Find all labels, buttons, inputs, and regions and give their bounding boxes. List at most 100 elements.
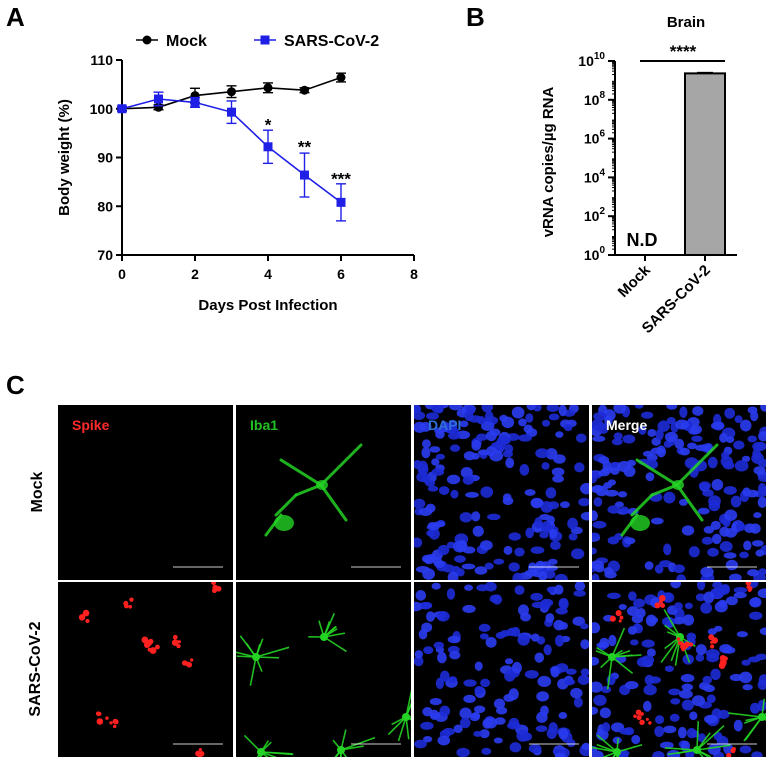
microglia-process bbox=[260, 740, 270, 753]
nucleus bbox=[479, 729, 490, 739]
spike-puncta bbox=[105, 716, 109, 720]
spike-puncta bbox=[710, 640, 714, 644]
body-weight-chart: 70 80 90 100 110 0 2 4 6 8 Days Post Infection Body… bbox=[56, 33, 418, 314]
nucleus bbox=[418, 629, 428, 640]
microglia-process bbox=[611, 650, 631, 658]
nucleus bbox=[592, 470, 603, 478]
nucleus bbox=[613, 405, 627, 414]
nucleus bbox=[592, 418, 604, 431]
nucleus bbox=[476, 584, 489, 592]
spike-puncta bbox=[172, 634, 178, 640]
microglia-process bbox=[405, 716, 410, 740]
nucleus bbox=[702, 675, 712, 684]
microglia-process bbox=[260, 741, 272, 753]
spike-puncta bbox=[722, 656, 728, 662]
nucleus bbox=[752, 448, 761, 460]
nucleus bbox=[580, 623, 589, 630]
nucleus bbox=[516, 729, 530, 742]
nucleus bbox=[645, 614, 657, 627]
spike-puncta bbox=[730, 748, 736, 754]
nucleus bbox=[703, 443, 714, 454]
microglia-process bbox=[696, 732, 711, 751]
nucleus bbox=[619, 684, 631, 696]
microglia-process bbox=[611, 649, 623, 658]
nucleus bbox=[489, 428, 501, 437]
nucleus bbox=[596, 728, 609, 741]
legend-label: Mock bbox=[166, 33, 207, 50]
spike-puncta bbox=[684, 641, 690, 647]
data-point bbox=[300, 85, 309, 95]
nucleus bbox=[657, 420, 670, 432]
nucleus bbox=[514, 547, 525, 557]
nucleus bbox=[423, 735, 433, 743]
y-tick-label: 110 bbox=[90, 52, 113, 68]
nucleus bbox=[679, 406, 688, 418]
nucleus bbox=[719, 432, 728, 443]
legend-marker bbox=[142, 35, 152, 45]
nucleus bbox=[739, 671, 753, 684]
panel-letter-a: A bbox=[6, 2, 25, 32]
microglia-process bbox=[606, 656, 613, 690]
nucleus bbox=[421, 447, 431, 459]
nucleus bbox=[437, 544, 450, 556]
data-point bbox=[336, 73, 346, 83]
nucleus bbox=[531, 601, 546, 609]
nucleus bbox=[436, 405, 449, 409]
nucleus bbox=[565, 668, 577, 675]
nucleus bbox=[722, 515, 731, 528]
y-tick-label: 80 bbox=[97, 198, 113, 214]
nucleus bbox=[468, 474, 480, 482]
microglia-process bbox=[260, 751, 293, 755]
nucleus bbox=[601, 467, 613, 474]
spike-puncta bbox=[195, 750, 201, 757]
nucleus bbox=[685, 748, 695, 757]
nucleus bbox=[757, 474, 766, 482]
nucleus bbox=[733, 719, 743, 732]
nucleus bbox=[666, 416, 676, 425]
nucleus bbox=[449, 650, 461, 660]
spike-puncta bbox=[689, 642, 694, 647]
nucleus bbox=[720, 456, 733, 467]
spike-puncta bbox=[719, 659, 727, 667]
x-axis-title: Days Post Infection bbox=[198, 297, 337, 314]
nucleus bbox=[753, 490, 766, 498]
nucleus bbox=[701, 443, 712, 453]
micrograph-spike-sars-cov-2 bbox=[58, 582, 233, 757]
nucleus bbox=[495, 631, 506, 639]
microglia-process bbox=[616, 751, 620, 757]
spike-puncta bbox=[112, 724, 117, 729]
nucleus bbox=[607, 536, 619, 545]
nucleus bbox=[677, 726, 687, 739]
nucleus bbox=[750, 597, 762, 608]
nucleus bbox=[717, 599, 728, 608]
nucleus bbox=[504, 658, 514, 665]
microglia-process bbox=[761, 716, 766, 721]
nucleus bbox=[548, 722, 558, 733]
nucleus bbox=[554, 752, 566, 757]
nucleus bbox=[607, 479, 617, 486]
nucleus bbox=[617, 461, 631, 472]
nucleus bbox=[543, 644, 552, 656]
microglia-process bbox=[405, 715, 411, 718]
nucleus bbox=[415, 565, 430, 573]
nucleus bbox=[747, 656, 761, 663]
microglia-process bbox=[696, 749, 704, 757]
nucleus bbox=[439, 670, 450, 682]
micrograph-merge-sars-cov-2 bbox=[592, 582, 766, 757]
nucleus bbox=[414, 405, 420, 413]
nucleus bbox=[592, 750, 604, 757]
microglia-process bbox=[260, 751, 294, 756]
nucleus bbox=[456, 540, 468, 552]
nucleus bbox=[550, 540, 561, 550]
nucleus bbox=[508, 667, 520, 678]
nucleus bbox=[711, 708, 722, 720]
nucleus bbox=[633, 598, 646, 608]
nucleus bbox=[731, 522, 743, 532]
nucleus bbox=[621, 405, 631, 418]
nucleus bbox=[439, 729, 451, 739]
nucleus bbox=[414, 459, 422, 470]
nucleus bbox=[566, 739, 576, 748]
panel-letter-c: C bbox=[6, 370, 25, 400]
nucleus bbox=[447, 645, 460, 654]
nucleus bbox=[596, 641, 610, 649]
